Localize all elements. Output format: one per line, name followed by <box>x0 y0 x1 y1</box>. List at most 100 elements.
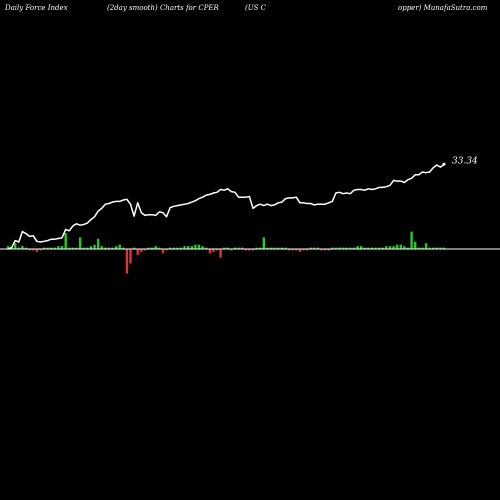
force-bar <box>331 247 334 249</box>
force-bar <box>428 247 431 249</box>
force-bar <box>223 247 226 249</box>
force-bar <box>302 249 305 251</box>
force-bar <box>28 249 31 251</box>
force-bar <box>104 247 107 249</box>
force-bar <box>313 247 316 249</box>
force-bar <box>212 249 215 252</box>
force-bar <box>107 247 111 249</box>
chart-header-left: Daily Force Index <box>5 4 68 12</box>
force-bar <box>255 247 258 249</box>
force-bar <box>367 247 370 249</box>
force-bar <box>154 246 157 249</box>
force-bar <box>377 247 381 249</box>
force-bar <box>410 231 413 249</box>
force-bar <box>277 247 280 249</box>
force-bar <box>42 247 46 249</box>
force-bar <box>75 247 78 249</box>
force-bar <box>172 247 175 249</box>
force-bar <box>374 247 377 249</box>
force-bar <box>194 244 197 249</box>
force-bar <box>341 247 345 249</box>
force-bar <box>96 238 100 249</box>
force-bar <box>89 246 93 249</box>
chart-header-center: (2day smooth) Charts for CPER <box>107 4 219 12</box>
force-bar <box>35 249 38 252</box>
force-bar <box>334 247 338 249</box>
force-bar <box>442 247 446 249</box>
force-bar <box>241 247 244 249</box>
force-bar <box>118 244 121 249</box>
chart-header-right-b: opper) MunafaSutra.com <box>398 4 488 12</box>
force-bar <box>158 247 161 249</box>
force-bar <box>114 246 118 249</box>
force-bar <box>93 244 96 249</box>
force-bar <box>280 247 284 249</box>
force-bar <box>295 249 298 251</box>
force-bar <box>60 246 64 249</box>
force-bar <box>190 246 193 249</box>
force-bar <box>82 247 85 249</box>
force-bar <box>320 249 323 251</box>
force-bar <box>248 249 251 251</box>
force-bar <box>359 246 363 249</box>
force-bar <box>64 233 67 249</box>
force-bar <box>161 249 165 254</box>
force-bar <box>244 249 247 251</box>
force-bar <box>6 246 10 249</box>
force-bar <box>370 247 374 249</box>
force-bar <box>21 246 24 249</box>
force-bar <box>298 249 302 252</box>
force-bar <box>396 244 399 249</box>
force-bar <box>226 247 229 249</box>
force-bar <box>57 246 60 249</box>
force-bar <box>291 249 294 251</box>
force-bar <box>349 247 352 249</box>
force-bar <box>24 247 28 249</box>
force-bar <box>100 246 103 249</box>
force-bar <box>150 247 154 249</box>
force-bar <box>176 247 179 249</box>
force-bar <box>414 241 417 250</box>
force-bar <box>237 247 240 249</box>
chart-header-right-a: (US C <box>245 4 267 12</box>
force-bar <box>284 247 287 249</box>
force-bar <box>125 249 129 274</box>
force-bar <box>168 247 172 249</box>
force-bar <box>392 246 395 249</box>
force-bar <box>46 247 49 249</box>
force-bar <box>219 249 222 258</box>
force-bar <box>140 249 143 252</box>
force-bar <box>403 246 406 249</box>
force-bar <box>136 249 139 255</box>
force-bar <box>187 246 190 249</box>
force-bar <box>345 247 348 249</box>
force-bar <box>381 247 384 249</box>
force-bar <box>68 247 71 249</box>
force-bar <box>421 247 424 249</box>
force-bar <box>269 247 273 249</box>
volume-bars <box>6 231 446 274</box>
force-bar <box>197 244 201 249</box>
force-bar <box>165 249 168 251</box>
force-bar <box>323 249 327 251</box>
force-bar <box>129 249 132 264</box>
force-bar <box>363 247 366 249</box>
force-bar <box>122 247 125 249</box>
force-bar <box>17 247 20 249</box>
force-bar <box>183 246 186 249</box>
force-bar <box>327 249 330 251</box>
force-bar <box>417 247 420 249</box>
force-bar <box>251 249 255 251</box>
force-bar <box>356 246 359 249</box>
force-bar <box>316 247 320 249</box>
force-bar <box>111 247 114 249</box>
force-bar <box>435 247 438 249</box>
force-bar <box>179 247 183 249</box>
force-bar <box>439 247 442 249</box>
force-bar <box>262 237 265 249</box>
force-bar <box>14 243 17 249</box>
force-bar <box>424 243 428 249</box>
force-bar <box>385 246 388 249</box>
